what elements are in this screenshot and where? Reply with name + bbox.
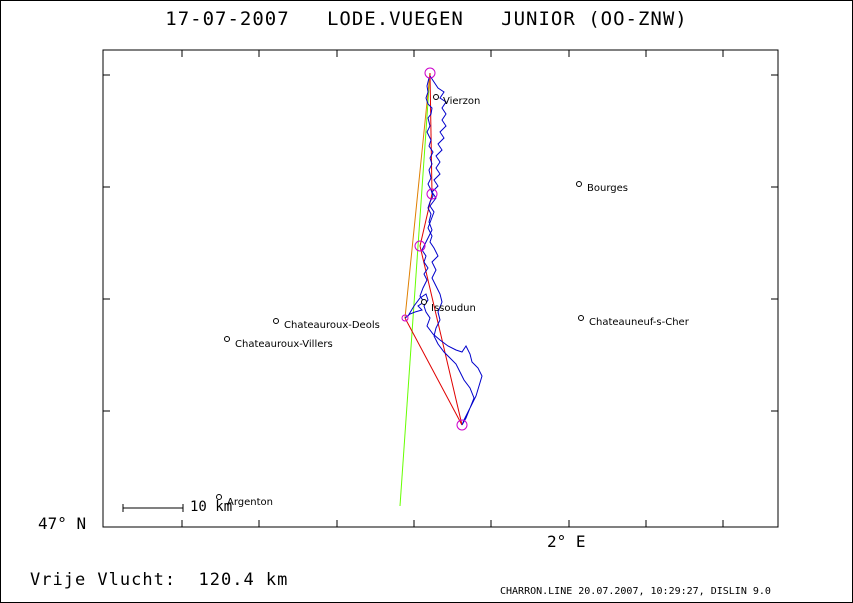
flight-title: 17-07-2007 LODE.VUEGEN JUNIOR (OO-ZNW) bbox=[165, 8, 688, 30]
task-line-orange bbox=[404, 72, 431, 319]
town-label-chateauroux-villers: Chateauroux-Villers bbox=[235, 339, 333, 350]
footer-info: CHARRON.LINE 20.07.2007, 10:29:27, DISLI… bbox=[500, 586, 771, 597]
town-label-bourges: Bourges bbox=[587, 183, 628, 194]
ticks bbox=[103, 50, 778, 528]
latitude-label: 47° N bbox=[38, 514, 87, 533]
task-line-green bbox=[399, 72, 431, 507]
town-marker-icon bbox=[216, 94, 584, 500]
town-label-issoudun: Issoudun bbox=[431, 303, 476, 314]
task-line-red-4 bbox=[404, 317, 463, 426]
longitude-label: 2° E bbox=[547, 532, 586, 551]
town-label-vierzon: Vierzon bbox=[443, 96, 480, 107]
plot-area bbox=[102, 49, 779, 528]
turnpoint-circle-icon bbox=[401, 67, 468, 431]
town-label-chateauroux-deols: Chateauroux-Deols bbox=[284, 320, 380, 331]
scale-bar bbox=[122, 504, 184, 512]
town-label-chateauneuf-s-cher: Chateauneuf-s-Cher bbox=[589, 317, 690, 328]
gps-track bbox=[404, 75, 483, 426]
free-flight-distance: Vrije Vlucht: 120.4 km bbox=[30, 570, 289, 590]
scale-label: 10 km bbox=[190, 499, 233, 515]
task-line-red-3 bbox=[419, 245, 463, 426]
task-line-red-1 bbox=[429, 72, 433, 195]
town-label-argenton: Argenton bbox=[227, 497, 273, 508]
